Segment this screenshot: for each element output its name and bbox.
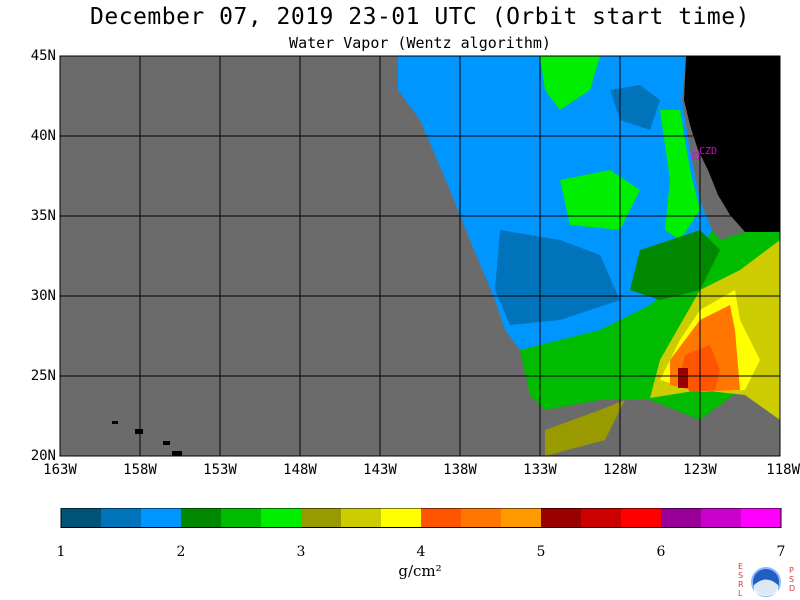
map-frame <box>59 55 781 457</box>
logo-letter-d: D <box>789 584 796 593</box>
colorbar-swatch <box>101 508 141 528</box>
lat-tick-label: 35N <box>30 208 56 224</box>
colorbar-swatch <box>221 508 261 528</box>
island-oahu <box>135 429 143 434</box>
swath-dark-blue-patch <box>495 230 620 325</box>
colorbar-swatch <box>61 508 101 528</box>
island-hawaii <box>172 451 182 456</box>
colorbar-swatch <box>301 508 341 528</box>
colorbar-swatch <box>461 508 501 528</box>
colorbar-tick-label: 2 <box>176 544 186 560</box>
colorbar-tick-label: 3 <box>296 544 306 560</box>
map-subtitle: Water Vapor (Wentz algorithm) <box>289 34 551 52</box>
logo-letter-s: S <box>738 571 744 580</box>
colorbar-swatch <box>661 508 701 528</box>
colorbar-swatch <box>421 508 461 528</box>
island-kauai <box>112 421 118 424</box>
colorbar-swatch <box>341 508 381 528</box>
map-content <box>60 56 780 456</box>
lat-tick-label: 40N <box>30 128 56 144</box>
lon-tick-label: 163W <box>43 462 77 478</box>
colorbar-tick-label: 6 <box>656 544 666 560</box>
lon-tick-label: 128W <box>603 462 637 478</box>
swath-dark-red-cell <box>678 368 688 388</box>
logo-letter-l: L <box>738 589 743 598</box>
island-maui <box>163 441 170 445</box>
lon-tick-label: 123W <box>683 462 717 478</box>
lon-tick-label: 153W <box>203 462 237 478</box>
noaa-esrl-psd-logo: E S R L P S D <box>735 560 797 600</box>
colorbar-swatch <box>701 508 741 528</box>
lon-tick-label: 148W <box>283 462 317 478</box>
station-marker <box>692 152 700 160</box>
colorbar-unit: g/cm² <box>398 562 442 580</box>
station-label: CZD <box>699 146 718 157</box>
lat-tick-label: 30N <box>30 288 56 304</box>
swath-dark-green <box>630 230 720 300</box>
land-north-america <box>684 56 780 232</box>
lon-tick-label: 143W <box>363 462 397 478</box>
colorbar-swatch <box>501 508 541 528</box>
colorbar-tick-label: 5 <box>536 544 546 560</box>
swath-dark-blue-patch-2 <box>610 85 660 130</box>
colorbar-swatch <box>581 508 621 528</box>
lat-tick-label: 45N <box>30 48 56 64</box>
colorbar-swatch <box>541 508 581 528</box>
colorbar-swatch <box>261 508 301 528</box>
logo-letter-s2: S <box>789 575 795 584</box>
lat-tick-label: 20N <box>30 448 56 464</box>
colorbar-swatch <box>181 508 221 528</box>
colorbar-frame <box>60 508 782 528</box>
colorbar-tick-label: 4 <box>416 544 426 560</box>
swath-olive-south <box>545 400 625 456</box>
lat-tick-label: 25N <box>30 368 56 384</box>
colorbar <box>60 508 782 528</box>
lon-tick-label: 133W <box>523 462 557 478</box>
map-title: December 07, 2019 23-01 UTC (Orbit start… <box>90 4 750 30</box>
lon-tick-label: 158W <box>123 462 157 478</box>
swath-bright-green-2 <box>660 110 700 240</box>
colorbar-swatch <box>381 508 421 528</box>
lon-tick-label: 118W <box>766 462 800 478</box>
colorbar-swatch <box>621 508 661 528</box>
colorbar-swatch <box>741 508 781 528</box>
colorbar-swatch <box>141 508 181 528</box>
lat-lon-grid <box>60 56 780 456</box>
logo-letter-e: E <box>738 562 744 571</box>
logo-letter-r: R <box>738 580 744 589</box>
logo-letter-p: P <box>789 566 794 575</box>
colorbar-tick-label: 7 <box>776 544 786 560</box>
lon-tick-label: 138W <box>443 462 477 478</box>
swath-bright-green <box>540 56 600 110</box>
colorbar-tick-label: 1 <box>56 544 66 560</box>
